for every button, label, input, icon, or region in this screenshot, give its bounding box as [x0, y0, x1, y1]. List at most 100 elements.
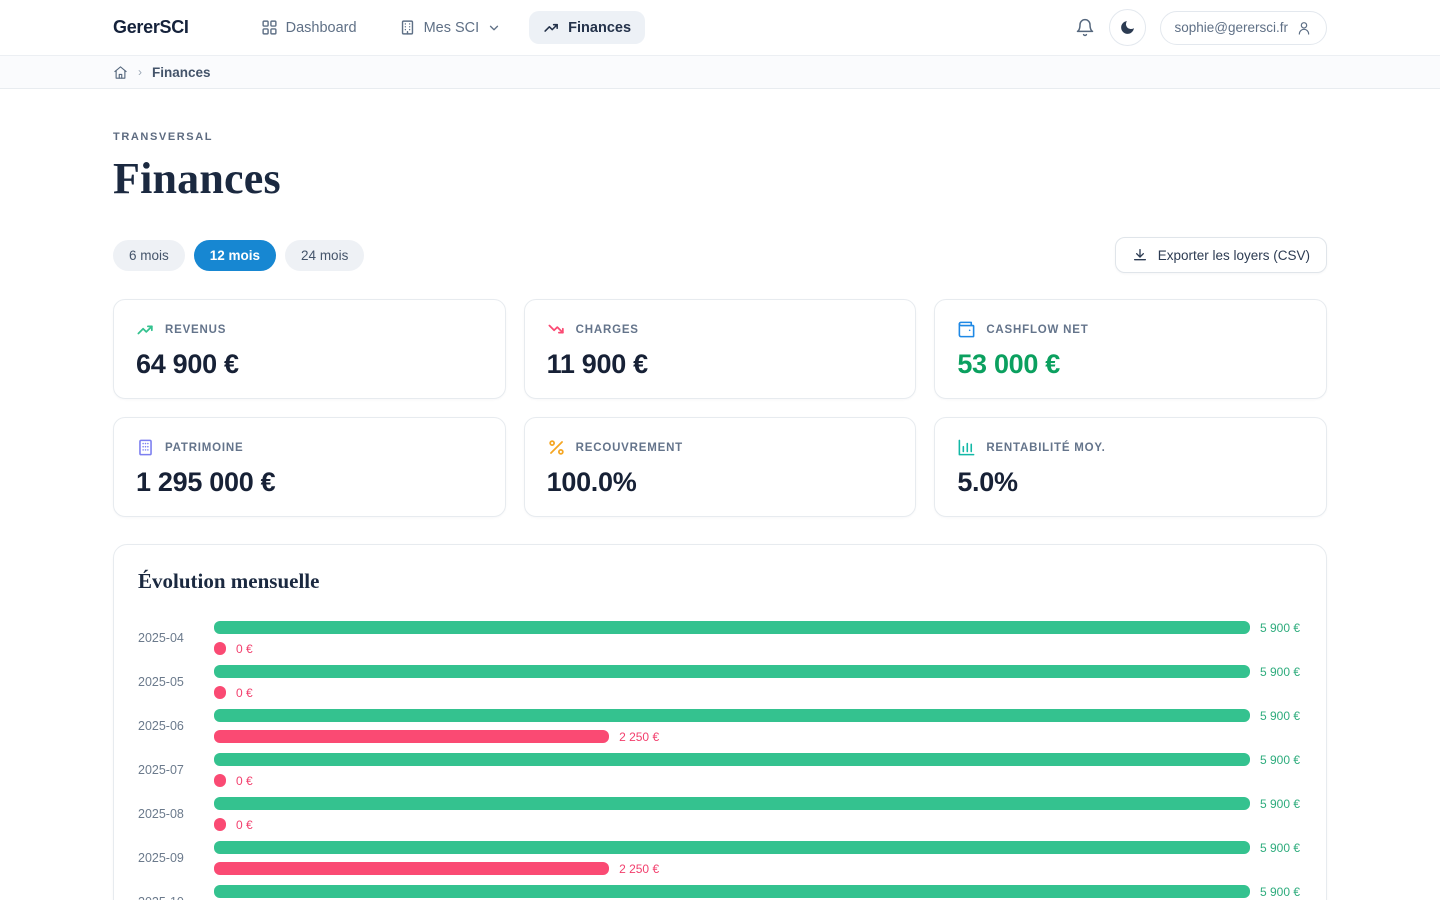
- main-content: TRANSVERSAL Finances 6 mois 12 mois 24 m…: [113, 131, 1327, 900]
- bell-icon: [1075, 18, 1095, 38]
- revenus-bar: [214, 841, 1250, 854]
- month-label: 2025-08: [138, 807, 184, 821]
- stat-label: RECOUVREMENT: [575, 441, 684, 454]
- period-6-mois-button[interactable]: 6 mois: [113, 239, 185, 271]
- charges-bar: [214, 862, 610, 875]
- chart-title: Évolution mensuelle: [138, 569, 320, 593]
- theme-toggle-button[interactable]: [1108, 9, 1146, 46]
- stat-value: 100.0%: [546, 467, 637, 497]
- page-eyebrow: TRANSVERSAL: [113, 131, 214, 143]
- charges-bar-value: 2 250 €: [619, 861, 660, 876]
- chart-row: 2025-06 5 900 € 2 250 €: [138, 704, 1302, 748]
- month-label: 2025-09: [138, 851, 184, 865]
- charges-bar: [214, 774, 226, 787]
- chart-rows: 2025-04 5 900 €0 €2025-05 5 900 €0 €2025-0…: [138, 616, 1302, 900]
- nav-item-dashboard[interactable]: Dashboard: [247, 11, 371, 44]
- stat-card-cashflow: CASHFLOW NET 53 000 €: [934, 299, 1327, 399]
- export-csv-button[interactable]: Exporter les loyers (CSV): [1114, 237, 1327, 273]
- stat-label: PATRIMOINE: [165, 441, 244, 454]
- revenus-bar: [214, 753, 1250, 766]
- stat-label: REVENUS: [165, 323, 227, 336]
- account-email: sophie@gerersci.fr: [1174, 20, 1289, 35]
- charges-bar-value: 2 250 €: [619, 729, 660, 744]
- charges-bar: [214, 686, 226, 699]
- stat-card-charges: CHARGES 11 900 €: [523, 299, 917, 399]
- app-logo[interactable]: GererSCI: [113, 17, 189, 37]
- month-label: 2025-04: [138, 631, 184, 645]
- breadcrumb-current[interactable]: Finances: [152, 64, 211, 80]
- percent-icon: [547, 438, 566, 457]
- month-label: 2025-07: [138, 763, 184, 777]
- chart-row: 2025-09 5 900 € 2 250 €: [138, 836, 1302, 880]
- stat-card-rentabilite: RENTABILITÉ MOY. 5.0%: [934, 417, 1327, 517]
- nav-right: sophie@gerersci.fr: [1075, 9, 1327, 46]
- month-label: 2025-06: [138, 719, 184, 733]
- charges-bar: [214, 818, 226, 831]
- revenus-bar-value: 5 900 €: [1260, 708, 1301, 723]
- charges-bar-value: 0 €: [236, 685, 253, 700]
- nav-item-label: Finances: [568, 19, 632, 36]
- revenus-bar-value: 5 900 €: [1260, 884, 1301, 899]
- building-icon: [399, 19, 416, 36]
- stat-label: CHARGES: [575, 323, 639, 336]
- export-csv-label: Exporter les loyers (CSV): [1157, 247, 1310, 263]
- dashboard-grid-icon: [261, 19, 278, 36]
- nav-item-label: Dashboard: [285, 19, 357, 36]
- trending-up-icon: [136, 320, 155, 339]
- revenus-bar-value: 5 900 €: [1260, 796, 1301, 811]
- wallet-icon: [957, 320, 976, 339]
- revenus-bar: [214, 797, 1250, 810]
- revenus-bar-value: 5 900 €: [1260, 752, 1301, 767]
- revenus-bar: [214, 709, 1250, 722]
- account-menu[interactable]: sophie@gerersci.fr: [1159, 10, 1327, 45]
- bar-chart-icon: [957, 438, 976, 457]
- monthly-evolution-chart: Évolution mensuelle 2025-04 5 900 €0 €202…: [113, 544, 1327, 900]
- home-icon[interactable]: [113, 65, 128, 80]
- breadcrumb: › Finances: [0, 56, 1440, 89]
- revenus-bar: [214, 885, 1250, 898]
- chart-row: 2025-105 900 €5 150 €: [138, 880, 1302, 900]
- stat-card-revenus: REVENUS 64 900 €: [113, 299, 506, 399]
- user-icon: [1296, 20, 1312, 36]
- revenus-bar-value: 5 900 €: [1260, 664, 1301, 679]
- month-label: 2025-10: [138, 895, 214, 900]
- stat-value: 5.0%: [957, 467, 1018, 497]
- charges-bar-value: 0 €: [236, 641, 253, 656]
- revenus-bar-value: 5 900 €: [1260, 840, 1301, 855]
- top-nav: GererSCI Dashboard Mes SCI: [0, 0, 1440, 56]
- chevron-down-icon: [487, 21, 501, 35]
- chart-row: 2025-07 5 900 € 0 €: [138, 748, 1302, 792]
- trending-up-icon: [543, 19, 560, 36]
- charges-bar: [214, 642, 226, 655]
- stat-label: CASHFLOW NET: [986, 323, 1089, 336]
- charges-bar: [214, 730, 610, 743]
- period-12-mois-button[interactable]: 12 mois: [193, 239, 277, 271]
- month-label: 2025-05: [138, 675, 184, 689]
- stat-card-patrimoine: PATRIMOINE 1 295 000 €: [113, 417, 506, 517]
- charges-bar-value: 0 €: [236, 817, 253, 832]
- toolbar: 6 mois 12 mois 24 mois Exporter les loye…: [113, 237, 1327, 273]
- building-icon: [136, 438, 155, 457]
- notifications-button[interactable]: [1075, 18, 1095, 38]
- revenus-bar: [214, 621, 1250, 634]
- chart-row: 2025-04 5 900 € 0 €: [138, 616, 1302, 660]
- trending-down-icon: [547, 320, 566, 339]
- revenus-bar: [214, 665, 1250, 678]
- stat-label: RENTABILITÉ MOY.: [986, 441, 1106, 454]
- nav-item-finances[interactable]: Finances: [529, 11, 646, 44]
- period-24-mois-button[interactable]: 24 mois: [285, 239, 365, 271]
- charges-bar-value: 0 €: [236, 773, 253, 788]
- chart-row: 2025-08 5 900 € 0 €: [138, 792, 1302, 836]
- nav-item-label: Mes SCI: [423, 19, 480, 36]
- revenus-bar-value: 5 900 €: [1260, 620, 1301, 635]
- page-title: Finances: [113, 154, 281, 203]
- chevron-right-icon: ›: [138, 65, 142, 79]
- stats-grid: REVENUS 64 900 € CHARGES 11 900 €: [113, 299, 1327, 517]
- moon-icon: [1119, 19, 1136, 36]
- period-filter: 6 mois 12 mois 24 mois: [113, 239, 365, 271]
- main-nav: Dashboard Mes SCI Finances: [247, 11, 646, 44]
- stat-card-recouvrement: RECOUVREMENT 100.0%: [523, 417, 917, 517]
- chart-row: 2025-05 5 900 € 0 €: [138, 660, 1302, 704]
- nav-item-mes-sci[interactable]: Mes SCI: [385, 11, 516, 44]
- stat-value: 53 000 €: [957, 349, 1061, 379]
